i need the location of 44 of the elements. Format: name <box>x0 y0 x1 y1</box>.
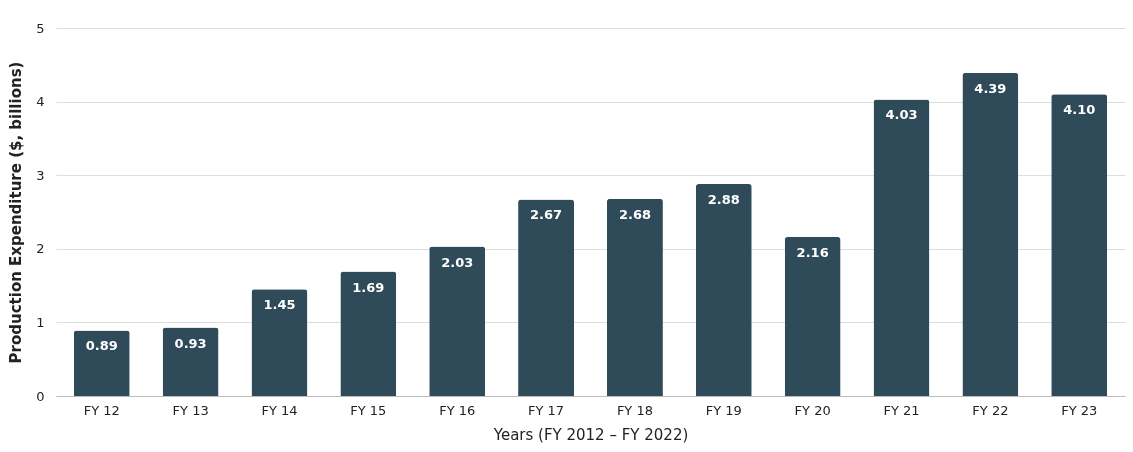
data-label: 1.69 <box>352 279 385 295</box>
bar <box>73 330 130 396</box>
data-label: 2.67 <box>530 207 563 223</box>
y-axis-title: Production Expenditure ($, billions) <box>7 61 26 364</box>
x-axis-title: Years (FY 2012 – FY 2022) <box>492 425 689 444</box>
x-tick-label: FY 20 <box>794 402 831 418</box>
y-tick-label: 0 <box>36 388 45 404</box>
x-tick-label: FY 16 <box>439 402 476 418</box>
x-tick-label: FY 15 <box>350 402 387 418</box>
y-tick-label: 3 <box>36 167 45 183</box>
x-tick-label: FY 22 <box>972 402 1009 418</box>
x-tick-label: FY 12 <box>83 402 120 418</box>
bar <box>695 184 752 396</box>
x-tick-label: FY 13 <box>172 402 209 418</box>
data-label: 4.10 <box>1063 102 1096 118</box>
bar <box>251 289 308 396</box>
y-tick-label: 5 <box>36 20 45 36</box>
y-tick-label: 2 <box>36 241 45 257</box>
data-label: 2.16 <box>796 245 829 261</box>
bar <box>518 199 575 396</box>
data-label: 4.39 <box>974 80 1007 96</box>
data-label: 4.03 <box>885 107 918 123</box>
data-label: 2.68 <box>618 206 651 222</box>
x-tick-label: FY 17 <box>528 402 565 418</box>
x-tick-label: FY 21 <box>883 402 920 418</box>
bar <box>962 72 1019 396</box>
y-tick-label: 1 <box>36 314 45 330</box>
bar <box>162 327 219 396</box>
data-label: 0.89 <box>85 338 118 354</box>
data-label: 2.03 <box>441 254 474 270</box>
x-tick-label: FY 23 <box>1061 402 1098 418</box>
x-tick-label: FY 14 <box>261 402 298 418</box>
bar <box>1051 94 1108 396</box>
bar <box>873 99 930 396</box>
data-label: 0.93 <box>174 335 207 351</box>
x-tick-label: FY 18 <box>616 402 653 418</box>
bar <box>340 271 397 396</box>
bar <box>606 198 663 396</box>
x-tick-label: FY 19 <box>705 402 742 418</box>
data-label: 1.45 <box>263 297 296 313</box>
bar <box>429 246 486 396</box>
bar <box>784 237 841 396</box>
y-tick-label: 4 <box>36 94 45 110</box>
data-label: 2.88 <box>707 192 740 208</box>
